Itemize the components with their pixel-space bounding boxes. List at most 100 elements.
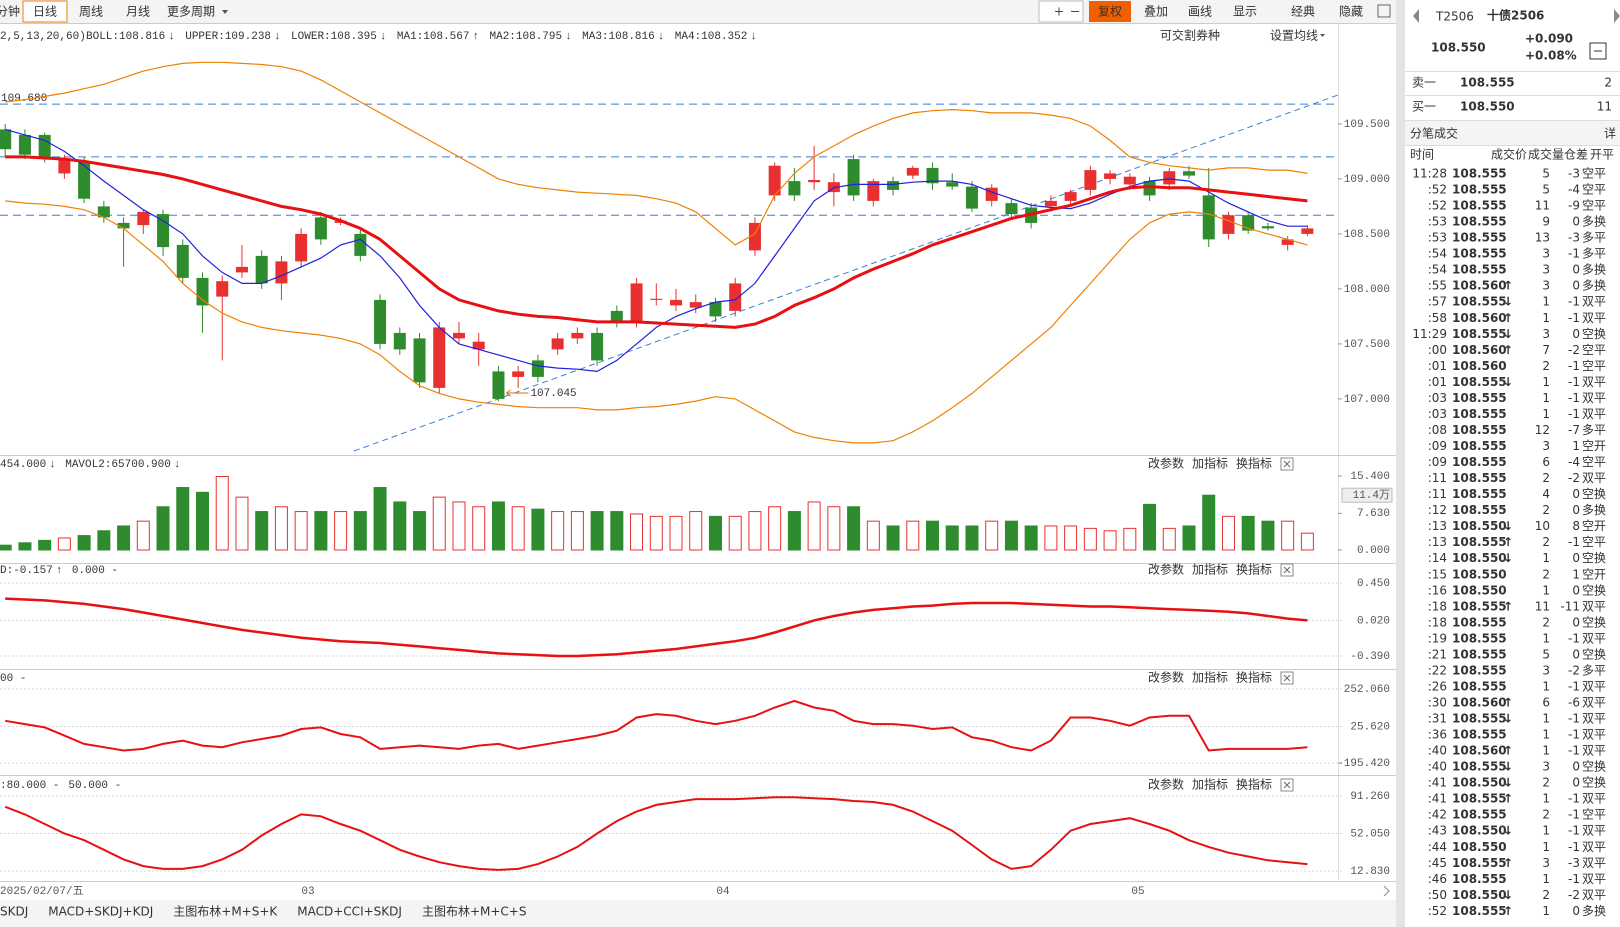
trade-dir: ↑ xyxy=(1503,695,1513,709)
trade-oi: -1 xyxy=(1568,375,1580,389)
candle-body xyxy=(393,332,406,350)
change: +0.090 xyxy=(1525,32,1573,46)
trade-oi: 0 xyxy=(1572,487,1580,501)
trade-volume: 1 xyxy=(1542,792,1550,806)
layout-tab[interactable]: 主图布林+M+S+K xyxy=(173,905,278,919)
panel-button[interactable]: 换指标 xyxy=(1236,777,1272,792)
trades-detail[interactable]: 详 xyxy=(1604,126,1616,141)
trade-time: :46 xyxy=(1428,872,1447,886)
trade-price: 108.550 xyxy=(1452,567,1507,581)
period-tab[interactable]: 更多周期 xyxy=(167,5,215,19)
candle-body xyxy=(630,283,643,322)
volume-bar xyxy=(1064,525,1078,551)
period-selected[interactable] xyxy=(22,0,68,23)
y-tick-label: 25.620 xyxy=(1350,721,1390,733)
panel-button[interactable]: 加指标 xyxy=(1192,670,1228,685)
trade-price: 108.555 xyxy=(1452,199,1507,213)
tool-button[interactable]: 显示 xyxy=(1233,5,1257,19)
panel-dividers xyxy=(1405,71,1620,146)
trade-type: 空开 xyxy=(1582,519,1606,533)
trade-oi: -1 xyxy=(1568,824,1580,838)
volume-bar xyxy=(1182,525,1196,551)
trade-time: :13 xyxy=(1428,519,1447,533)
volume-bar xyxy=(176,487,190,551)
layout-tab[interactable]: 主图布林+M+C+S xyxy=(422,905,527,919)
volume-bar xyxy=(945,525,959,551)
candle-body xyxy=(531,360,544,377)
tool-button[interactable]: 隐藏 xyxy=(1339,5,1363,19)
volume-bar xyxy=(472,506,486,551)
candle-body xyxy=(709,302,722,317)
panel-button[interactable]: 换指标 xyxy=(1236,670,1272,685)
trade-type: 空平 xyxy=(1582,343,1606,357)
indicator-value: UPPER:109.238 xyxy=(185,31,271,43)
fq-button-bg[interactable] xyxy=(1089,1,1131,22)
period-tab[interactable]: 分钟 xyxy=(0,4,20,19)
tool-button[interactable]: 画线 xyxy=(1188,5,1212,19)
collapse-icon[interactable] xyxy=(1589,42,1607,60)
trade-oi: -1 xyxy=(1568,535,1580,549)
layout-tab[interactable]: MACD+CCI+SKDJ xyxy=(297,905,402,919)
link[interactable]: 可交割券种 xyxy=(1160,28,1220,43)
trade-time: :19 xyxy=(1428,631,1447,645)
trade-time: :11 xyxy=(1428,487,1447,501)
trade-dir: ↓ xyxy=(1503,824,1513,838)
period-tab[interactable]: 日线 xyxy=(33,5,57,19)
period-tab[interactable]: 月线 xyxy=(126,5,150,19)
candle-body xyxy=(867,181,880,201)
trade-price: 108.555 xyxy=(1452,856,1507,870)
trade-volume: 5 xyxy=(1542,647,1550,661)
layout-tab[interactable]: MACD+SKDJ+KDJ xyxy=(48,905,153,919)
volume-bar xyxy=(57,537,71,551)
trade-dir: ↓ xyxy=(1503,519,1513,533)
trade-time: :09 xyxy=(1428,455,1447,469)
panel-button[interactable]: 改参数 xyxy=(1148,670,1184,685)
panel-button[interactable]: 改参数 xyxy=(1148,777,1184,792)
layout-tab[interactable]: SKDJ xyxy=(0,905,28,919)
trade-price: 108.555 xyxy=(1452,663,1507,677)
trade-time: :14 xyxy=(1428,551,1447,565)
panel-header: MAVOL2:65700.900 xyxy=(65,459,171,471)
fullscreen-icon[interactable] xyxy=(1377,4,1391,18)
link[interactable]: 设置均线 xyxy=(1270,29,1318,43)
trade-price: 108.555 xyxy=(1452,375,1507,389)
trade-oi: 0 xyxy=(1572,327,1580,341)
candle-body xyxy=(946,182,959,187)
candle-body xyxy=(97,206,110,218)
panel-button[interactable]: 改参数 xyxy=(1148,456,1184,471)
y-tick-label: 0.450 xyxy=(1357,578,1390,590)
volume-bar xyxy=(1123,527,1137,551)
volume-bar xyxy=(294,511,308,551)
candle-body xyxy=(748,222,761,251)
trade-oi: -6 xyxy=(1568,695,1580,709)
trade-volume: 2 xyxy=(1542,471,1550,485)
candle-body xyxy=(413,338,426,383)
volume-bar xyxy=(334,511,348,551)
panel-button[interactable]: 换指标 xyxy=(1236,562,1272,577)
volume-bar xyxy=(255,511,269,551)
volume-bar xyxy=(314,511,328,551)
volume-bar xyxy=(1103,530,1117,551)
trade-volume: 3 xyxy=(1542,327,1550,341)
trade-price: 108.560 xyxy=(1452,695,1507,709)
volume-bar xyxy=(827,506,841,551)
panel-button[interactable]: 改参数 xyxy=(1148,562,1184,577)
volume-bar xyxy=(373,487,387,551)
tool-button[interactable]: 复权 xyxy=(1098,5,1122,19)
period-tab[interactable]: 周线 xyxy=(79,5,103,19)
panel-button[interactable]: 加指标 xyxy=(1192,456,1228,471)
panel-button[interactable]: 换指标 xyxy=(1236,456,1272,471)
tool-button[interactable]: 叠加 xyxy=(1144,5,1168,19)
trade-volume: 1 xyxy=(1542,679,1550,693)
candle-body xyxy=(374,299,387,344)
candle-body xyxy=(571,332,584,339)
candle-body xyxy=(176,244,189,278)
trade-volume: 1 xyxy=(1542,631,1550,645)
candle-body xyxy=(551,338,564,350)
tool-button[interactable]: 经典 xyxy=(1291,5,1315,19)
panel-button[interactable]: 加指标 xyxy=(1192,777,1228,792)
trade-type: 双平 xyxy=(1582,728,1606,742)
panel-button[interactable]: 加指标 xyxy=(1192,562,1228,577)
trade-time: :03 xyxy=(1428,391,1447,405)
trade-oi: 0 xyxy=(1572,647,1580,661)
